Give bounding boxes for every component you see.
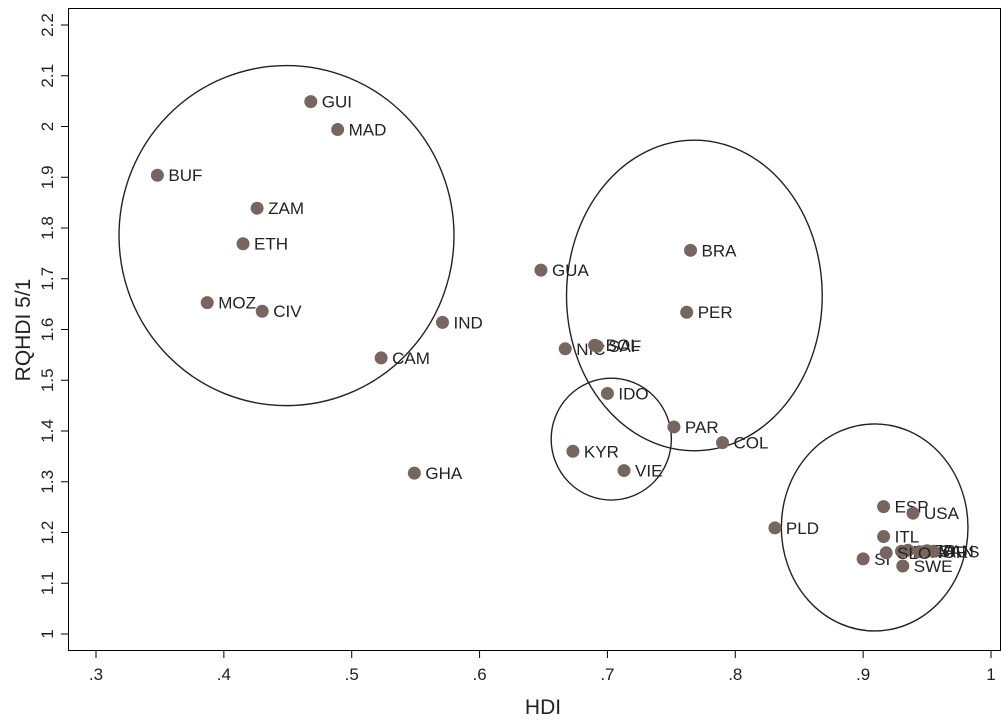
- data-point: [877, 500, 891, 514]
- point-label: PLD: [786, 519, 819, 538]
- point-label: GUA: [552, 261, 590, 280]
- x-tick-label: .7: [600, 665, 614, 684]
- point-label: COL: [734, 434, 769, 453]
- point-label: SLO: [897, 544, 931, 563]
- x-axis-title: HDI: [525, 696, 561, 719]
- point-label: NOR: [930, 543, 968, 562]
- data-point: [331, 123, 345, 137]
- y-tick-label: 1.9: [38, 165, 57, 189]
- y-tick-label: 1.3: [38, 470, 57, 494]
- point-label: ITL: [895, 528, 920, 547]
- point-label: CIV: [273, 302, 302, 321]
- point-label: BOL: [606, 336, 640, 355]
- y-tick-label: 1.4: [38, 419, 57, 443]
- data-point: [877, 530, 891, 544]
- point-label: AUS: [944, 542, 979, 561]
- point-label: IDO: [618, 384, 648, 403]
- point-label: BUF: [168, 166, 202, 185]
- data-point: [879, 546, 893, 560]
- point-label: SAF: [608, 337, 641, 356]
- data-point: [407, 466, 421, 480]
- point-label: ETH: [254, 235, 288, 254]
- y-tick-label: 2.1: [38, 64, 57, 88]
- y-tick-label: 1.1: [38, 571, 57, 595]
- point-label: VIE: [635, 462, 662, 481]
- data-point: [926, 544, 940, 558]
- data-point: [896, 559, 910, 573]
- y-axis-title: RQHDI 5/1: [12, 279, 35, 382]
- data-point: [250, 201, 264, 215]
- point-label: CAM: [392, 349, 430, 368]
- data-point: [255, 304, 269, 318]
- x-tick-label: .5: [345, 665, 359, 684]
- x-tick-label: 1: [986, 665, 995, 684]
- data-point: [617, 464, 631, 478]
- x-tick-label: .6: [472, 665, 486, 684]
- data-point: [768, 521, 782, 535]
- y-tick-label: 2.2: [38, 13, 57, 37]
- point-label: GHA: [425, 464, 463, 483]
- data-point: [304, 95, 318, 109]
- point-label: CAN: [938, 542, 974, 561]
- point-label: BRA: [702, 241, 738, 260]
- data-point: [901, 543, 915, 557]
- point-label: PAR: [685, 418, 719, 437]
- x-tick-label: .3: [89, 665, 103, 684]
- y-tick-label: 1.5: [38, 368, 57, 392]
- data-point: [906, 506, 920, 520]
- data-point: [590, 339, 604, 353]
- point-label: PER: [698, 303, 733, 322]
- data-point: [600, 386, 614, 400]
- x-tick-label: .4: [217, 665, 231, 684]
- y-tick-label: 1.8: [38, 216, 57, 240]
- y-tick-label: 1.2: [38, 521, 57, 545]
- point-label: MAD: [349, 121, 387, 140]
- cluster-circle: [118, 64, 455, 407]
- data-point: [566, 444, 580, 458]
- data-point: [856, 552, 870, 566]
- point-label: USA: [924, 504, 960, 523]
- data-point: [558, 342, 572, 356]
- data-points: GUI MAD BUF ZAM ETH MOZ CIV IND CAM GHA GUA BRA PER N…: [150, 93, 979, 576]
- x-tick-label: .9: [856, 665, 870, 684]
- point-label: SWE: [914, 557, 953, 576]
- data-point: [534, 263, 548, 277]
- point-label: KYR: [584, 442, 619, 461]
- y-axis: 1 1.1 1.2 1.3 1.4 1.5 1.6 1.7 1.8 1.9 2 2.1 2.2: [38, 13, 69, 639]
- point-label: IND: [453, 313, 482, 332]
- data-point: [667, 420, 681, 434]
- data-point: [716, 436, 729, 450]
- data-point: [374, 351, 388, 365]
- data-point: [150, 168, 164, 182]
- y-tick-label: 1.6: [38, 318, 57, 342]
- data-point: [680, 305, 694, 319]
- data-point: [684, 243, 698, 257]
- y-tick-label: 1: [38, 629, 57, 638]
- y-tick-label: 2: [38, 122, 57, 131]
- data-point: [236, 237, 250, 251]
- point-label: MOZ: [218, 294, 256, 313]
- cluster-circle: [565, 139, 823, 452]
- cluster-circles: [118, 64, 969, 632]
- point-label: GUI: [322, 93, 352, 112]
- data-point: [435, 315, 449, 329]
- x-tick-label: .8: [728, 665, 742, 684]
- point-label: ZAM: [268, 199, 304, 218]
- cluster-circle: [550, 377, 673, 501]
- x-axis: .3 .4 .5 .6 .7 .8 .9 1: [89, 650, 996, 684]
- data-point: [200, 296, 214, 310]
- y-tick-label: 1.7: [38, 267, 57, 291]
